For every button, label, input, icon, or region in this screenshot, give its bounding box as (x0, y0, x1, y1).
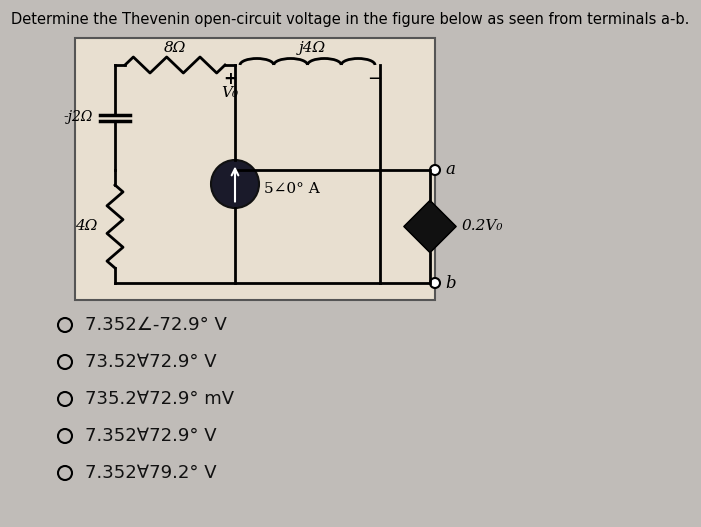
Text: 0.2V₀: 0.2V₀ (462, 220, 503, 233)
Text: a: a (445, 161, 455, 179)
Text: 8Ω: 8Ω (164, 41, 186, 55)
Text: Determine the Thevenin open-circuit voltage in the figure below as seen from ter: Determine the Thevenin open-circuit volt… (11, 12, 689, 27)
Circle shape (58, 392, 72, 406)
Text: 5∠0° A: 5∠0° A (264, 182, 320, 196)
Circle shape (58, 318, 72, 332)
Circle shape (211, 160, 259, 208)
Text: -j2Ω: -j2Ω (64, 111, 93, 124)
Circle shape (58, 429, 72, 443)
Circle shape (430, 278, 440, 288)
Text: 4Ω: 4Ω (74, 220, 97, 233)
Text: +: + (223, 70, 237, 88)
Bar (75, 38, 435, 300)
Polygon shape (404, 200, 456, 252)
Text: 73.52∀72.9° V: 73.52∀72.9° V (85, 353, 217, 371)
Circle shape (58, 466, 72, 480)
Text: 735.2∀72.9° mV: 735.2∀72.9° mV (85, 390, 234, 408)
Text: −: − (367, 70, 383, 88)
Text: j4Ω: j4Ω (299, 41, 326, 55)
Circle shape (58, 355, 72, 369)
Text: 7.352∀79.2° V: 7.352∀79.2° V (85, 464, 217, 482)
Circle shape (430, 165, 440, 175)
Text: b: b (445, 275, 456, 291)
Text: V₀: V₀ (222, 86, 238, 100)
Text: 7.352∀72.9° V: 7.352∀72.9° V (85, 427, 217, 445)
Text: 7.352∠-72.9° V: 7.352∠-72.9° V (85, 316, 227, 334)
